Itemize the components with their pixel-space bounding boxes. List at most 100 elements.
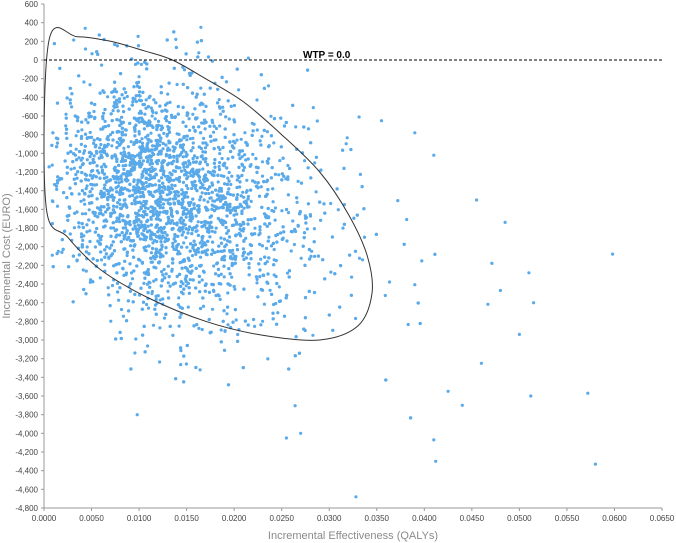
data-point (126, 221, 130, 225)
data-point (294, 125, 298, 129)
data-point (77, 253, 81, 257)
data-point (309, 176, 313, 180)
data-point (216, 267, 220, 271)
data-point (527, 271, 531, 275)
data-point (267, 215, 271, 219)
data-point (128, 223, 132, 227)
data-point (226, 291, 230, 295)
data-point (89, 101, 94, 105)
data-point (65, 136, 69, 140)
data-point (387, 280, 392, 284)
data-point (69, 143, 73, 147)
data-point (216, 216, 220, 221)
data-point (315, 119, 319, 123)
data-point (85, 223, 89, 227)
data-point (121, 214, 125, 218)
data-point (156, 119, 161, 123)
data-point (190, 254, 195, 258)
data-point (242, 227, 246, 231)
data-point (124, 163, 128, 167)
data-point (145, 145, 149, 149)
data-point (260, 174, 265, 178)
data-point (225, 312, 229, 316)
data-point (139, 225, 143, 229)
data-point (101, 213, 105, 217)
data-point (176, 303, 180, 307)
data-point (202, 186, 207, 190)
data-point (91, 160, 95, 165)
data-point (205, 208, 209, 212)
y-tick-label: -2,800 (15, 317, 38, 326)
data-point (143, 112, 147, 116)
data-point (92, 141, 96, 145)
data-point (215, 262, 219, 266)
data-point (208, 235, 212, 239)
data-point (86, 121, 90, 125)
data-point (174, 248, 178, 252)
data-point (151, 246, 155, 251)
data-point (140, 260, 144, 264)
data-point (130, 103, 134, 107)
data-point (184, 227, 188, 231)
data-point (140, 148, 144, 152)
data-point (149, 251, 153, 255)
data-point (196, 55, 200, 59)
data-point (88, 83, 92, 87)
data-point (244, 236, 248, 240)
data-point (219, 249, 223, 253)
data-point (198, 290, 202, 294)
data-point (258, 228, 262, 232)
data-point (194, 183, 198, 188)
data-point (80, 243, 84, 247)
data-point (159, 85, 163, 89)
data-point (136, 61, 140, 65)
data-point (193, 107, 197, 111)
data-point (95, 226, 99, 231)
data-point (143, 200, 148, 204)
data-point (164, 143, 168, 147)
data-point (238, 233, 242, 237)
data-point (138, 191, 142, 195)
data-point (150, 148, 154, 152)
data-point (133, 97, 137, 101)
data-point (212, 138, 216, 142)
data-point (117, 298, 121, 302)
data-point (115, 98, 119, 102)
data-point (113, 210, 117, 214)
data-point (145, 124, 149, 128)
data-point (122, 87, 126, 91)
data-point (141, 193, 145, 197)
data-point (171, 261, 175, 265)
data-point (80, 128, 84, 132)
data-point (106, 286, 110, 290)
data-point (235, 138, 239, 142)
data-point (143, 223, 147, 227)
data-point (172, 149, 176, 153)
data-point (226, 99, 230, 103)
data-point (208, 196, 212, 200)
data-point (212, 161, 216, 165)
data-point (313, 161, 317, 165)
data-point (196, 204, 200, 208)
data-point (113, 153, 117, 157)
data-point (155, 210, 159, 214)
data-point (79, 232, 84, 236)
data-point (162, 267, 166, 272)
data-point (405, 217, 409, 222)
data-point (83, 144, 87, 148)
data-point (172, 155, 176, 159)
data-point (362, 235, 367, 239)
data-point (316, 254, 320, 258)
data-point (345, 136, 349, 140)
data-point (125, 319, 129, 323)
data-point (169, 206, 173, 210)
data-point (210, 252, 214, 256)
data-point (133, 134, 137, 138)
y-tick-label: -800 (22, 131, 39, 140)
data-point (348, 253, 352, 257)
data-point (115, 44, 119, 48)
data-point (196, 247, 200, 251)
data-point (230, 144, 234, 148)
data-point (233, 141, 237, 145)
data-point (286, 175, 290, 179)
